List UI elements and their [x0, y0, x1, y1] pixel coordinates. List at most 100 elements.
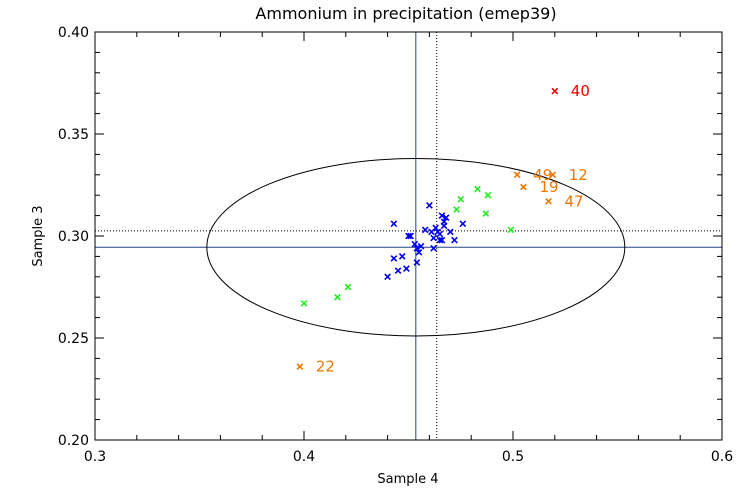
marker-stroke — [411, 240, 419, 248]
marker-stroke — [432, 224, 440, 232]
marker-stroke — [457, 195, 465, 203]
marker-stroke — [390, 255, 398, 262]
x-axis-label: Sample 4 — [377, 472, 438, 487]
marker-stroke — [413, 259, 421, 266]
green-data-point — [300, 299, 308, 307]
blue-data-point — [398, 253, 406, 260]
marker-stroke — [446, 228, 454, 236]
point-label-47: 47 — [565, 192, 584, 210]
marker-stroke — [459, 220, 467, 228]
chart-title: Ammonium in precipitation (emep39) — [255, 4, 556, 23]
blue-data-point — [421, 226, 429, 234]
blue-data-point — [415, 248, 423, 256]
marker-stroke — [415, 248, 423, 256]
marker-stroke — [300, 299, 308, 307]
point-label-12: 12 — [569, 166, 588, 184]
blue-data-point — [413, 244, 421, 252]
green-data-point — [484, 191, 492, 199]
y-tick-label: 0.40 — [58, 25, 89, 41]
point-label-40: 40 — [571, 82, 590, 100]
green-data-point — [474, 185, 481, 193]
green-data-point — [334, 293, 341, 301]
marker-stroke — [513, 171, 521, 179]
marker-stroke — [394, 267, 402, 275]
blue-data-point — [440, 222, 448, 230]
green-data-point — [453, 206, 460, 213]
green-data-point — [482, 210, 490, 217]
blue-data-point — [459, 220, 467, 228]
marker-stroke — [398, 253, 406, 260]
y-tick-label: 0.20 — [58, 433, 89, 449]
marker-stroke — [545, 197, 552, 205]
plot-area: 22 49 12 19 47 40 — [94, 31, 723, 441]
marker-stroke — [438, 236, 446, 244]
marker-stroke — [407, 232, 414, 240]
marker-stroke — [334, 293, 341, 301]
x-tick-label: 0.3 — [84, 449, 106, 465]
marker-stroke — [390, 220, 398, 228]
marker-stroke — [507, 226, 515, 234]
marker-stroke — [551, 87, 559, 95]
blue-data-point — [430, 234, 437, 242]
marker-stroke — [384, 273, 391, 281]
green-data-point — [457, 195, 465, 203]
marker-stroke — [549, 171, 557, 179]
blue-data-point — [442, 214, 450, 222]
x-tick-label: 0.5 — [502, 449, 524, 465]
blue-data-point — [438, 236, 446, 244]
y-tick-label: 0.35 — [58, 127, 89, 143]
marker-stroke — [453, 206, 460, 213]
marker-stroke — [482, 210, 490, 217]
plot-frame — [94, 31, 723, 441]
marker-stroke — [520, 183, 527, 191]
marker-stroke — [442, 214, 450, 222]
marker-stroke — [430, 244, 437, 252]
green-data-point — [507, 226, 515, 234]
orange-data-point — [296, 363, 304, 370]
y-tick-label: 0.25 — [58, 331, 89, 347]
blue-data-point — [403, 265, 410, 273]
blue-data-point — [407, 232, 414, 240]
blue-data-point — [405, 232, 412, 240]
blue-data-point — [411, 240, 419, 248]
point-label-49: 49 — [533, 166, 552, 184]
x-tick-label: 0.4 — [293, 449, 315, 465]
blue-data-point — [417, 242, 425, 250]
blue-data-point — [413, 259, 421, 266]
point-label-19: 19 — [539, 178, 558, 196]
marker-stroke — [426, 202, 433, 209]
marker-stroke — [436, 230, 444, 238]
marker-stroke — [484, 191, 492, 199]
blue-data-point — [446, 228, 454, 236]
marker-stroke — [344, 283, 352, 291]
blue-data-point — [394, 267, 402, 275]
blue-data-point — [426, 202, 433, 209]
y-tick-label: 0.30 — [58, 229, 89, 245]
marker-stroke — [413, 244, 421, 252]
marker-stroke — [474, 185, 481, 193]
marker-stroke — [417, 242, 425, 250]
marker-stroke — [421, 226, 429, 234]
marker-stroke — [405, 232, 412, 240]
point-label-22: 22 — [316, 358, 335, 376]
orange-data-point — [513, 171, 521, 179]
blue-data-point — [384, 273, 391, 281]
orange-data-point — [520, 183, 527, 191]
orange-data-point — [549, 171, 557, 179]
blue-data-point — [438, 212, 446, 219]
marker-stroke — [436, 236, 444, 244]
marker-stroke — [438, 212, 446, 219]
marker-stroke — [451, 236, 458, 244]
blue-data-point — [436, 236, 444, 244]
marker-stroke — [296, 363, 304, 370]
green-data-point — [344, 283, 352, 291]
y-axis-label: Sample 3 — [31, 205, 46, 266]
blue-data-point — [436, 230, 444, 238]
orange-data-point — [545, 197, 552, 205]
blue-data-point — [451, 236, 458, 244]
blue-data-point — [390, 220, 398, 228]
blue-data-point — [432, 224, 440, 232]
marker-stroke — [403, 265, 410, 273]
confidence-ellipse — [206, 157, 626, 337]
marker-stroke — [440, 222, 448, 230]
